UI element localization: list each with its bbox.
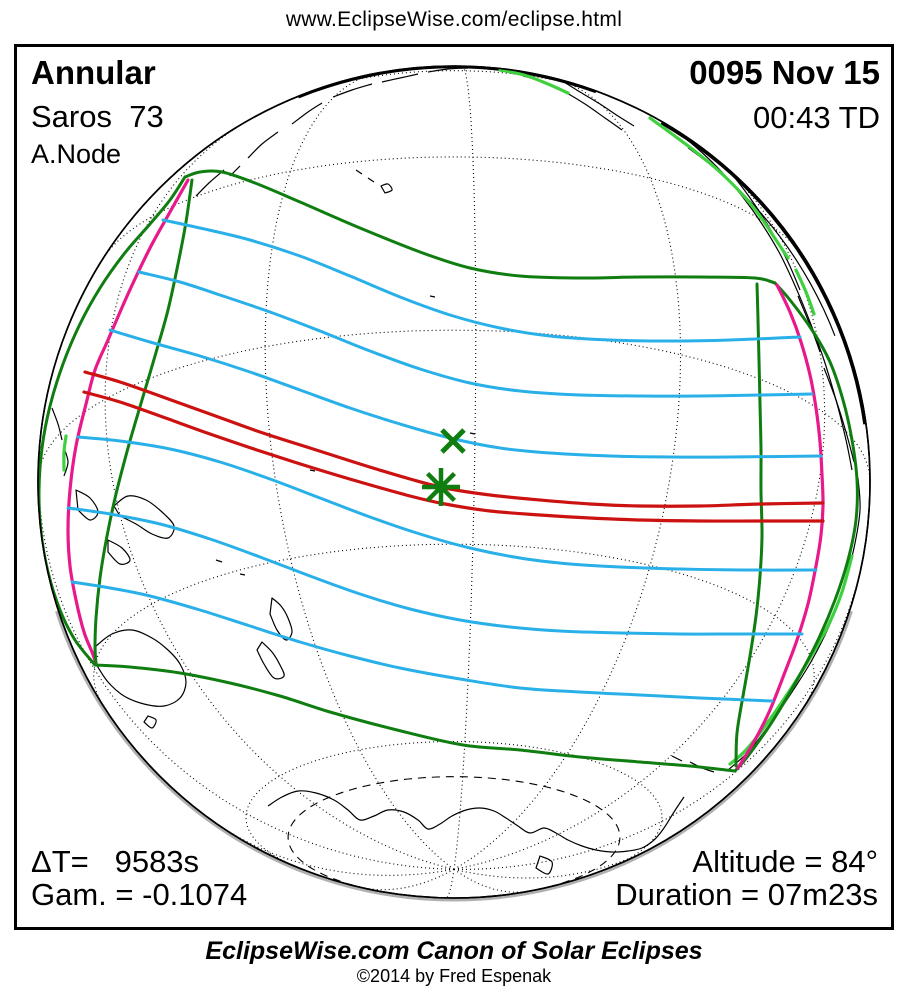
magnitude-contour-1 xyxy=(161,218,802,343)
node-label: A.Node xyxy=(31,139,122,169)
penumbra-envelope-top xyxy=(183,169,777,285)
asterisk-marker xyxy=(422,468,460,506)
duration-label: Duration = 07m23s xyxy=(615,877,878,912)
interior-contour-east xyxy=(734,282,764,768)
gamma-label: Gam. = -0.1074 xyxy=(31,877,248,912)
eclipse-curves xyxy=(38,169,859,773)
eclipse-date-label: 0095 Nov 15 xyxy=(689,54,880,91)
footer-title: EclipseWise.com Canon of Solar Eclipses xyxy=(205,937,703,965)
penumbra-envelope-west xyxy=(38,175,187,667)
central-path-north-limit xyxy=(83,370,825,508)
magnitude-contour-2 xyxy=(137,270,814,398)
magnitude-contour-5 xyxy=(66,506,804,636)
magnitude-contour-3 xyxy=(108,328,823,459)
saros-label: Saros 73 xyxy=(31,99,164,134)
eclipse-time-label: 00:43 TD xyxy=(753,100,880,135)
magnitude-contour-6 xyxy=(70,580,774,703)
globe-outline xyxy=(37,65,871,899)
magnitude-contour-4 xyxy=(76,435,818,572)
rise-set-curve-west xyxy=(66,178,190,665)
site-url: www.EclipseWise.com/eclipse.html xyxy=(285,8,623,31)
x-marker xyxy=(440,428,466,454)
limb-shadow xyxy=(55,610,853,902)
interior-contour-west xyxy=(93,178,194,665)
delta-t-label: ΔT= 9583s xyxy=(31,844,200,879)
footer-copyright: ©2014 by Fred Espenak xyxy=(356,966,552,986)
penumbra-envelope-bottom xyxy=(93,663,737,773)
eclipse-type-label: Annular xyxy=(31,54,156,91)
altitude-label: Altitude = 84° xyxy=(692,844,878,879)
map-frame xyxy=(14,44,894,930)
penumbra-envelope-east xyxy=(733,281,859,773)
